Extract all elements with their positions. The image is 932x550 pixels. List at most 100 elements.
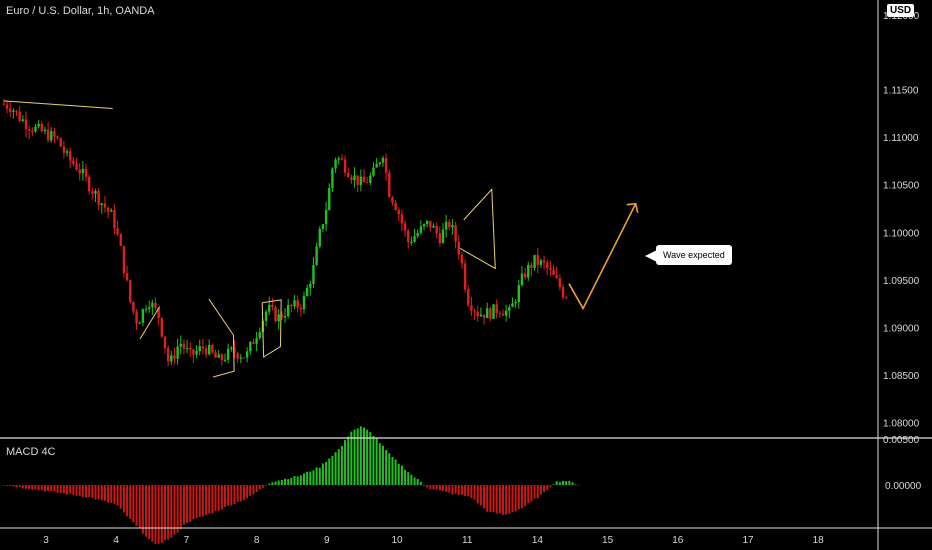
- candle: [451, 219, 454, 235]
- candle: [463, 259, 467, 293]
- candle: [106, 206, 110, 219]
- candle: [476, 305, 479, 322]
- candle: [561, 283, 565, 300]
- macd-bar: [290, 478, 293, 485]
- macd-bar: [141, 485, 144, 534]
- macd-tick-label: 0.00000: [885, 481, 922, 492]
- candle: [384, 153, 388, 181]
- macd-bar: [445, 485, 448, 492]
- macd-bar: [394, 459, 397, 485]
- macd-bar: [72, 485, 75, 495]
- macd-bar: [539, 485, 542, 495]
- macd-bar: [505, 485, 508, 515]
- price-tick-label: 1.11000: [883, 133, 919, 144]
- macd-bar: [110, 485, 113, 503]
- macd-bar: [309, 471, 312, 485]
- macd-axis: 0.00500 0.00000: [883, 435, 922, 492]
- candle: [147, 300, 151, 313]
- candle: [435, 222, 438, 238]
- macd-bar: [527, 485, 530, 504]
- candle: [245, 347, 249, 363]
- candle: [337, 156, 340, 165]
- candle: [132, 301, 135, 315]
- candle: [334, 157, 337, 173]
- candles: [2, 98, 568, 367]
- macd-bar: [467, 485, 470, 497]
- macd-bar: [429, 485, 432, 490]
- candle: [182, 339, 186, 355]
- candle: [413, 228, 416, 243]
- candle: [343, 155, 347, 177]
- candle: [280, 311, 284, 321]
- candle: [394, 200, 397, 211]
- macd-bar: [302, 473, 305, 485]
- candle: [369, 172, 372, 186]
- macd-bar: [340, 445, 343, 485]
- candle: [438, 226, 442, 247]
- macd-bar: [293, 476, 296, 485]
- macd-bar: [284, 478, 287, 485]
- macd-bar: [258, 485, 261, 490]
- candle: [324, 201, 328, 232]
- candle: [299, 304, 303, 317]
- macd-bar: [192, 485, 195, 520]
- candle: [321, 223, 325, 233]
- currency-badge[interactable]: USD: [887, 4, 915, 17]
- candle: [53, 127, 56, 143]
- macd-bar: [94, 485, 97, 500]
- candle: [2, 98, 6, 106]
- macd-bar: [546, 485, 549, 491]
- candle: [31, 127, 34, 137]
- macd-bar: [195, 485, 198, 519]
- macd-bar: [75, 485, 78, 496]
- time-axis[interactable]: 3 4 7 8 9 10 11 14 15 16 17 18: [43, 535, 824, 546]
- candle: [116, 220, 119, 237]
- candle: [274, 305, 277, 323]
- macd-bar: [435, 485, 438, 490]
- pattern-line: [459, 188, 496, 270]
- macd-bar: [47, 485, 50, 492]
- macd-bar: [6, 485, 9, 486]
- candle: [397, 207, 400, 222]
- candle: [517, 280, 520, 309]
- candle: [555, 266, 558, 279]
- macd-bar: [438, 485, 441, 491]
- price-tick-label: 1.09500: [883, 276, 920, 287]
- candle: [160, 317, 164, 339]
- wave-expected-callout[interactable]: Wave expected: [656, 245, 732, 265]
- macd-bar: [404, 469, 407, 485]
- macd-bar: [353, 429, 356, 485]
- candle: [498, 311, 502, 318]
- candle: [331, 167, 334, 193]
- time-tick-label: 3: [43, 535, 49, 546]
- macd-bar: [246, 485, 249, 499]
- macd-bar: [432, 485, 435, 490]
- candle: [46, 121, 50, 143]
- candle: [454, 221, 457, 249]
- macd-bar: [565, 481, 568, 485]
- macd-bar: [426, 485, 429, 488]
- macd-bar: [413, 477, 416, 485]
- macd-bar: [220, 485, 223, 510]
- candle: [204, 345, 208, 359]
- candle: [125, 265, 129, 282]
- candle: [350, 174, 353, 184]
- callout-pointer: [645, 250, 657, 262]
- macd-bar: [388, 453, 391, 485]
- macd-bar: [299, 475, 302, 485]
- macd-bar: [119, 485, 122, 509]
- time-tick-label: 18: [813, 535, 825, 546]
- candle: [138, 321, 141, 324]
- candle: [296, 295, 299, 313]
- macd-bar: [9, 485, 12, 486]
- candle: [457, 234, 460, 260]
- candle: [403, 220, 407, 237]
- price-tick-label: 1.08500: [883, 371, 920, 382]
- candle: [533, 254, 536, 271]
- candle: [552, 264, 555, 276]
- macd-bar: [337, 449, 340, 485]
- candle: [198, 339, 201, 356]
- candle: [239, 354, 243, 363]
- macd-bar: [419, 481, 422, 485]
